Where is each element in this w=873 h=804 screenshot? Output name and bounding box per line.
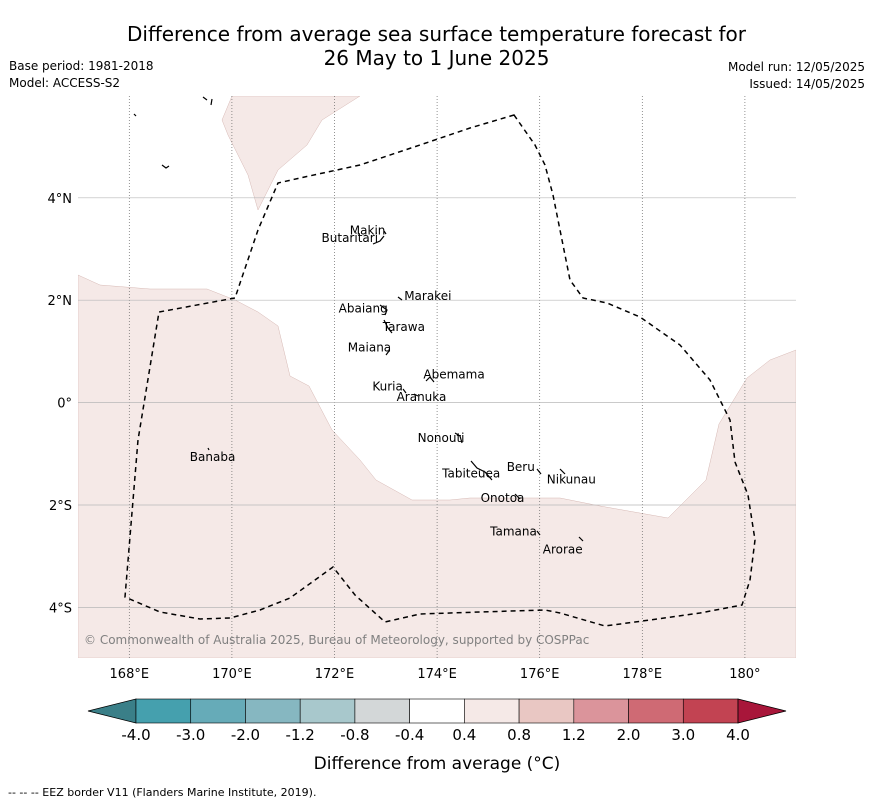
lon-tick-label-0: 168°E — [110, 667, 150, 682]
island-label-beru: Beru — [507, 460, 535, 474]
arorae-outline — [578, 536, 584, 542]
colorbar-label: Difference from average (°C) — [314, 754, 561, 774]
island-label-makin: Makin — [350, 224, 386, 238]
lon-tick-label-5: 178°E — [623, 667, 663, 682]
colorbar-segment-8 — [573, 698, 629, 724]
beru-outline — [536, 468, 542, 475]
colorbar-tick-7: 0.8 — [507, 726, 531, 744]
banaba-outline — [207, 447, 210, 451]
colorbar-segment-6 — [464, 698, 520, 724]
colorbar-tick-4: -0.8 — [340, 726, 369, 744]
lon-tick-label-1: 170°E — [212, 667, 252, 682]
colorbar-tick-5: -0.4 — [395, 726, 424, 744]
island-label-tabiteuea: Tabiteuea — [441, 466, 500, 480]
title-line-1: Difference from average sea surface temp… — [126, 22, 746, 46]
tamana-outline — [536, 530, 541, 536]
base-period: Base period: 1981-2018 — [9, 59, 154, 73]
anomaly-region-north — [221, 96, 361, 211]
onotoa-outline — [514, 493, 521, 500]
colorbar-segment-9 — [628, 698, 684, 724]
island-label-banaba: Banaba — [190, 450, 236, 464]
colorbar-segment-7 — [518, 698, 575, 724]
colorbar-segment-5 — [409, 698, 465, 724]
kuria-outline — [402, 388, 407, 394]
model-name: Model: ACCESS-S2 — [9, 76, 121, 90]
copyright-text: © Commonwealth of Australia 2025, Bureau… — [84, 633, 589, 647]
anomaly-region — [78, 274, 796, 658]
gridlines — [78, 96, 796, 658]
coast-fragment-1 — [202, 96, 208, 101]
colorbar-segment-0 — [135, 698, 192, 724]
island-label-arorae: Arorae — [543, 542, 583, 556]
lat-tick-label-4: 4°S — [49, 601, 72, 616]
colorbar-segment-2 — [245, 698, 301, 724]
island-label-onotoa: Onotoa — [481, 491, 525, 505]
island-label-abemama: Abemama — [423, 368, 484, 382]
coast-fragment-3 — [133, 113, 137, 117]
island-outlines — [133, 96, 584, 542]
island-label-abaiang: Abaiang — [339, 301, 388, 315]
island-label-butaritari: Butaritari — [322, 231, 379, 245]
island-label-tamana: Tamana — [489, 525, 537, 539]
lat-tick-label-2: 0° — [57, 397, 72, 412]
colorbar-tick-11: 4.0 — [726, 726, 750, 744]
lon-tick-label-4: 176°E — [520, 667, 560, 682]
abaiang-outline — [379, 304, 388, 316]
island-label-tarawa: Tarawa — [382, 320, 425, 334]
axis-tick-labels: 168°E 170°E 172°E 174°E 176°E 178°E 180° 4°N 2°N… — [48, 192, 761, 682]
nonouti-outline — [454, 432, 463, 444]
colorbar-segment-1 — [190, 698, 246, 724]
lat-tick-label-1: 2°N — [48, 294, 73, 309]
model-run: Model run: 12/05/2025 — [727, 60, 865, 74]
eez-border — [124, 114, 756, 627]
lon-tick-label-3: 174°E — [417, 667, 457, 682]
issued-date: Issued: 14/05/2025 — [749, 77, 865, 91]
meta-left: Base period: 1981-2018 Model: ACCESS-S2 — [9, 58, 154, 92]
title-line-2: 26 May to 1 June 2025 — [323, 46, 550, 70]
aranuka-outline — [413, 393, 419, 397]
lat-tick-label-0: 4°N — [48, 192, 73, 207]
island-label-nonouti: Nonouti — [418, 431, 465, 445]
colorbar-tick-10: 3.0 — [671, 726, 695, 744]
coast-fragment-2 — [210, 98, 213, 106]
island-label-marakei: Marakei — [404, 289, 451, 303]
lon-tick-label-6: 180° — [729, 667, 760, 682]
island-label-maiana: Maiana — [348, 340, 391, 354]
colorbar-tick-8: 1.2 — [562, 726, 586, 744]
lon-tick-label-2: 172°E — [315, 667, 355, 682]
colorbar-tick-9: 2.0 — [617, 726, 641, 744]
colorbar-low-extension — [87, 698, 137, 724]
tabiteuea-outline — [470, 460, 493, 481]
colorbar-tick-2: -2.0 — [231, 726, 260, 744]
nikunau-outline — [559, 468, 566, 475]
colorbar-tick-3: -1.2 — [286, 726, 315, 744]
island-label-nikunau: Nikunau — [547, 473, 596, 487]
lat-tick-label-3: 2°S — [49, 499, 72, 514]
abemama-outline — [425, 376, 435, 383]
footer-legend: -- -- -- EEZ border V11 (Flanders Marine… — [8, 786, 317, 799]
colorbar-high-extension — [737, 698, 787, 724]
coast-fragment-4 — [161, 164, 170, 169]
island-label-aranuka: Aranuka — [397, 390, 447, 404]
meta-right: Model run: 12/05/2025 Issued: 14/05/2025 — [728, 59, 865, 93]
colorbar-tick-0: -4.0 — [121, 726, 150, 744]
colorbar-tick-6: 0.4 — [452, 726, 476, 744]
marakei-outline — [397, 296, 403, 301]
maiana-outline — [385, 350, 390, 356]
island-label-kuria: Kuria — [372, 379, 403, 393]
colorbar-tick-1: -3.0 — [176, 726, 205, 744]
colorbar-segment-3 — [299, 698, 356, 724]
colorbar-segment-4 — [354, 698, 410, 724]
tarawa-outline — [383, 319, 393, 334]
chart-title: Difference from average sea surface temp… — [0, 22, 873, 70]
colorbar: -4.0 -3.0 -2.0 -1.2 -0.8 -0.4 0.4 0.8 1.2 2.0 3.0 4… — [87, 698, 787, 744]
makin-outline — [383, 230, 387, 235]
butaritari-outline — [372, 235, 385, 245]
colorbar-segment-10 — [682, 698, 739, 724]
